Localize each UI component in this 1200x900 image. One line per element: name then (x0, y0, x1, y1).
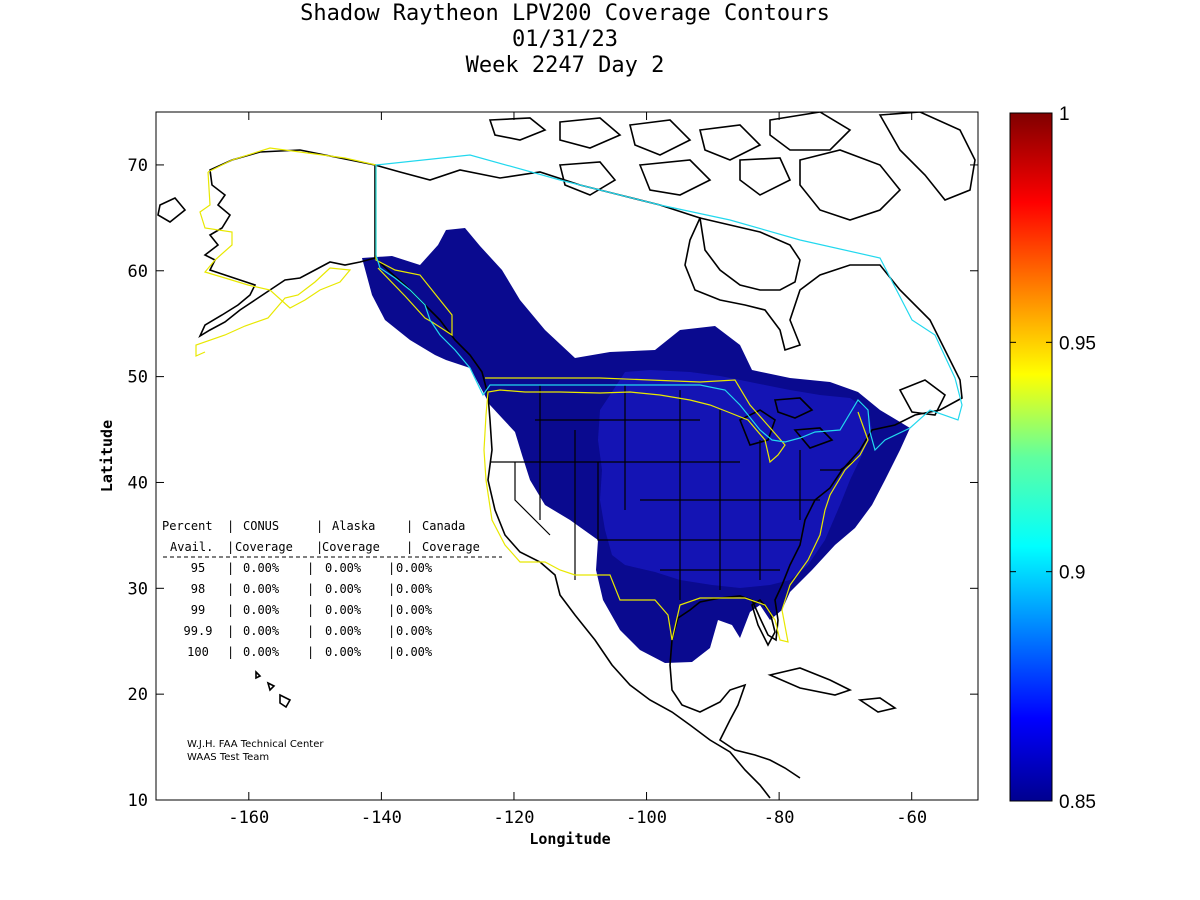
table-rows: 95 0.00% 0.00% 0.00%| | |98 0.00% 0.00% 0.00%| | |… (184, 561, 433, 659)
svg-text:|: | (406, 519, 413, 533)
table-cell: 99.9 (184, 624, 213, 638)
yellow-boundary (195, 147, 869, 643)
x-tick-label: -60 (896, 808, 927, 828)
coastlines (157, 112, 976, 799)
credit-line-1: W.J.H. FAA Technical Center (187, 739, 324, 750)
table-cell: 0.00% (396, 603, 433, 617)
table-separator: | (227, 624, 234, 638)
x-tick-label: -160 (228, 808, 269, 828)
table-cell: 0.00% (396, 582, 433, 596)
table-separator: | (307, 645, 314, 659)
colorbar-ticks: 0.85 0.9 0.95 1 (1010, 104, 1096, 813)
cyan-boundary (375, 154, 963, 452)
plot-date: 01/31/23 (512, 27, 618, 52)
table-cell: 0.00% (243, 645, 280, 659)
table-cell: 0.00% (243, 561, 280, 575)
svg-text:|: | (316, 540, 323, 554)
x-tick-label: -80 (764, 808, 795, 828)
table-separator: | (227, 582, 234, 596)
colorbar-tick-label: 1 (1059, 104, 1070, 125)
table-cell: 0.00% (243, 624, 280, 638)
x-axis-ticks: -160 -140 -120 -100 -80 -60 (228, 112, 927, 828)
table-cell: 0.00% (325, 624, 362, 638)
colorbar: 0.85 0.9 0.95 1 (1009, 104, 1096, 813)
table-separator: | (227, 645, 234, 659)
table-separator: | (388, 603, 395, 617)
y-tick-label: 40 (128, 473, 148, 493)
plot-title: Shadow Raytheon LPV200 Coverage Contours (300, 1, 830, 26)
svg-text:|: | (316, 519, 323, 533)
table-cell: 0.00% (325, 582, 362, 596)
table-separator: | (307, 561, 314, 575)
table-separator: | (388, 561, 395, 575)
coverage-region-mid (598, 370, 872, 588)
table-cell: 0.00% (325, 561, 362, 575)
table-header-percent: Percent (162, 519, 213, 533)
colorbar-tick-label: 0.95 (1059, 333, 1096, 354)
table-header-canada: Canada (422, 519, 465, 533)
svg-text:|: | (406, 540, 413, 554)
table-separator: | (227, 603, 234, 617)
table-subheader-alaska: Coverage (322, 540, 380, 554)
table-separator: | (307, 603, 314, 617)
colorbar-gradient (1009, 112, 1053, 802)
credit-line-2: WAAS Test Team (187, 752, 269, 763)
state-lines (490, 385, 856, 600)
table-cell: 0.00% (396, 645, 433, 659)
table-cell: 0.00% (396, 561, 433, 575)
y-axis-ticks: 10 20 30 40 50 60 70 (128, 156, 978, 811)
colorbar-tick-label: 0.85 (1059, 792, 1096, 813)
credits: W.J.H. FAA Technical Center WAAS Test Te… (187, 739, 324, 763)
colorbar-tick-label: 0.9 (1059, 563, 1085, 584)
y-axis-label: Latitude (98, 420, 116, 492)
y-tick-label: 70 (128, 156, 148, 176)
table-cell: 0.00% (243, 582, 280, 596)
table-cell: 0.00% (325, 645, 362, 659)
y-tick-label: 60 (128, 262, 148, 282)
x-tick-label: -120 (493, 808, 534, 828)
table-separator: | (388, 582, 395, 596)
coverage-table: Percent | CONUS | Alaska | Canada Avail.… (162, 519, 502, 659)
table-separator: | (307, 582, 314, 596)
table-cell: 0.00% (243, 603, 280, 617)
y-tick-label: 30 (128, 579, 148, 599)
table-subheader-avail: Avail. (170, 540, 213, 554)
table-cell: 98 (191, 582, 205, 596)
table-header-alaska: Alaska (332, 519, 375, 533)
y-tick-label: 20 (128, 685, 148, 705)
svg-text:|: | (227, 519, 234, 533)
map-layer (157, 112, 976, 799)
plot-frame (155, 111, 979, 801)
y-tick-label: 50 (128, 368, 148, 388)
table-cell: 0.00% (396, 624, 433, 638)
y-tick-label: 10 (128, 791, 148, 811)
x-axis-label: Longitude (529, 830, 610, 848)
table-cell: 99 (191, 603, 205, 617)
x-tick-label: -100 (626, 808, 667, 828)
svg-text:|: | (227, 540, 234, 554)
table-separator: | (388, 624, 395, 638)
table-cell: 100 (187, 645, 209, 659)
table-separator: | (307, 624, 314, 638)
table-separator: | (388, 645, 395, 659)
table-subheader-conus: Coverage (235, 540, 293, 554)
plot-week-day: Week 2247 Day 2 (465, 53, 665, 78)
table-header-conus: CONUS (243, 519, 279, 533)
table-cell: 95 (191, 561, 205, 575)
x-tick-label: -140 (361, 808, 402, 828)
table-subheader-canada: Coverage (422, 540, 480, 554)
table-cell: 0.00% (325, 603, 362, 617)
table-separator: | (227, 561, 234, 575)
